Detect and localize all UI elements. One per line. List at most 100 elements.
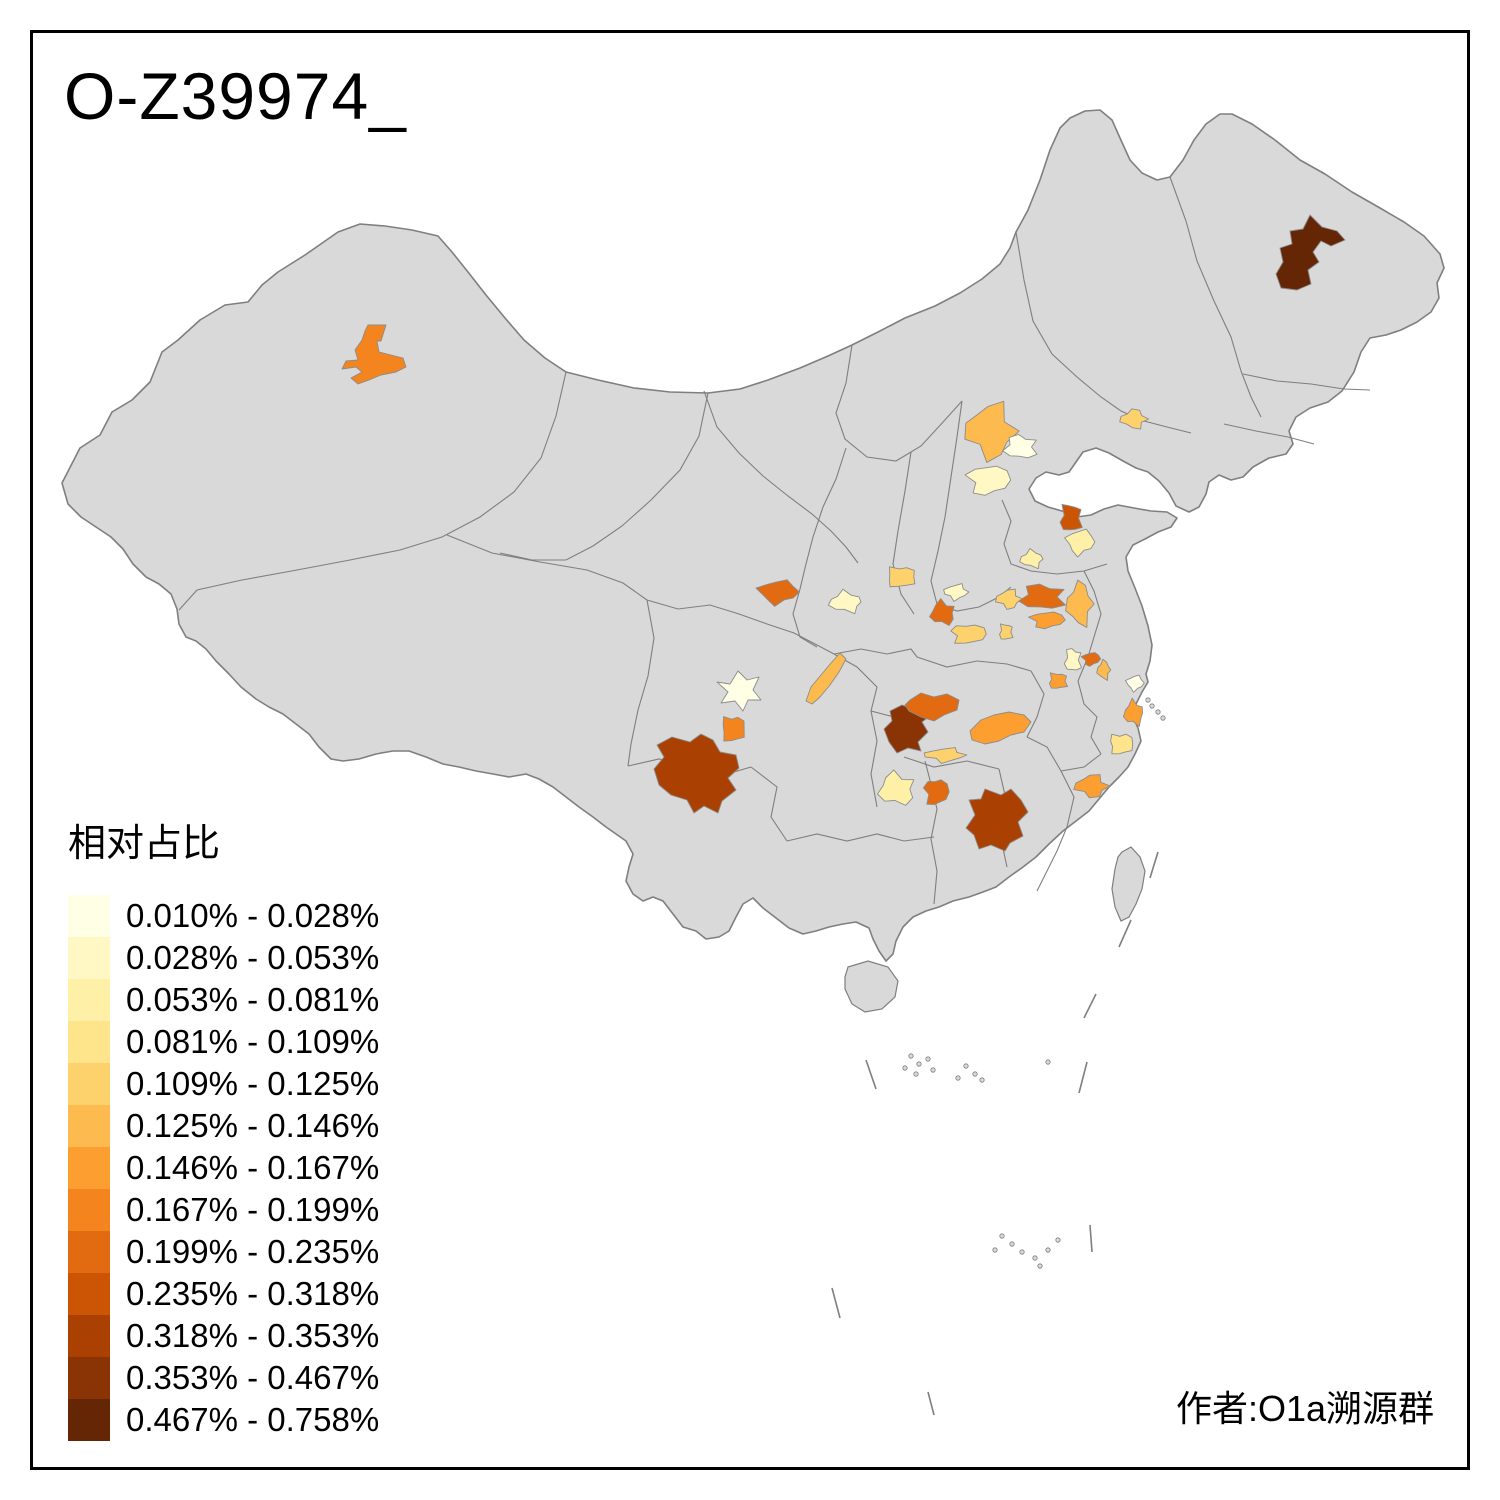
legend-swatch bbox=[68, 1189, 110, 1231]
legend-row: 0.199% - 0.235% bbox=[68, 1231, 379, 1273]
small-island-dot bbox=[925, 1056, 931, 1062]
province-border bbox=[930, 400, 963, 605]
small-island-dot bbox=[1055, 1237, 1061, 1243]
map-region bbox=[1064, 528, 1096, 558]
legend-swatch bbox=[68, 1063, 110, 1105]
small-island-dot bbox=[1149, 703, 1155, 709]
map-region bbox=[1275, 214, 1346, 291]
province-border bbox=[1223, 423, 1315, 445]
province-border bbox=[916, 656, 1032, 672]
small-island-dot bbox=[913, 1071, 919, 1077]
province-border bbox=[750, 766, 788, 842]
small-island-dot bbox=[1160, 715, 1166, 721]
legend-swatch bbox=[68, 1357, 110, 1399]
map-region bbox=[1096, 658, 1112, 681]
small-island-dot bbox=[1045, 1059, 1051, 1065]
legend-row: 0.318% - 0.353% bbox=[68, 1315, 379, 1357]
small-island-dot bbox=[1145, 697, 1151, 703]
map-region bbox=[1002, 433, 1038, 459]
map-region bbox=[995, 588, 1024, 610]
sea-boundary-dash bbox=[831, 1287, 841, 1319]
legend-row: 0.235% - 0.318% bbox=[68, 1273, 379, 1315]
map-region bbox=[1065, 579, 1095, 628]
sea-boundary-dash bbox=[1078, 1061, 1088, 1094]
province-border bbox=[1077, 656, 1102, 755]
legend-label: 0.125% - 0.146% bbox=[126, 1107, 380, 1144]
legend-swatch bbox=[68, 1231, 110, 1273]
map-region bbox=[1110, 733, 1134, 755]
legend-row: 0.353% - 0.467% bbox=[68, 1357, 379, 1399]
province-border bbox=[1036, 850, 1058, 892]
legend-row: 0.467% - 0.758% bbox=[68, 1399, 379, 1441]
map-region bbox=[943, 583, 970, 602]
legend-label: 0.467% - 0.758% bbox=[126, 1401, 380, 1438]
legend-row: 0.028% - 0.053% bbox=[68, 937, 379, 979]
map-region bbox=[755, 579, 800, 607]
province-border bbox=[499, 392, 709, 561]
province-border bbox=[1026, 736, 1062, 772]
legend-label: 0.146% - 0.167% bbox=[126, 1149, 380, 1186]
legend-swatch bbox=[68, 1147, 110, 1189]
map-region bbox=[923, 747, 968, 764]
map-region bbox=[922, 779, 950, 805]
map-region bbox=[1019, 548, 1044, 570]
small-island-dot bbox=[972, 1071, 978, 1077]
map-region bbox=[929, 598, 955, 626]
sea-boundary-dash bbox=[1118, 919, 1132, 948]
legend-label: 0.053% - 0.081% bbox=[126, 981, 380, 1018]
legend-swatch bbox=[68, 1273, 110, 1315]
province-border bbox=[892, 451, 915, 615]
legend-row: 0.125% - 0.146% bbox=[68, 1105, 379, 1147]
legend-label: 0.235% - 0.318% bbox=[126, 1275, 380, 1312]
legend-swatch bbox=[68, 1021, 110, 1063]
province-border bbox=[1015, 231, 1192, 434]
legend: 相对占比 0.010% - 0.028% 0.028% - 0.053% 0.053… bbox=[68, 812, 379, 1441]
small-island-dot bbox=[1009, 1241, 1015, 1247]
map-region bbox=[969, 711, 1032, 745]
map-region bbox=[1125, 674, 1145, 693]
page-title: O-Z39974_ bbox=[64, 59, 407, 133]
map-region bbox=[876, 769, 915, 806]
province-border bbox=[646, 599, 835, 655]
legend-row: 0.109% - 0.125% bbox=[68, 1063, 379, 1105]
small-island-dot bbox=[963, 1063, 969, 1069]
legend-row: 0.053% - 0.081% bbox=[68, 979, 379, 1021]
legend-swatch bbox=[68, 979, 110, 1021]
legend-row: 0.081% - 0.109% bbox=[68, 1021, 379, 1063]
sea-boundary-dash bbox=[927, 1391, 935, 1416]
legend-swatch bbox=[68, 1315, 110, 1357]
province-border bbox=[833, 648, 918, 658]
legend-swatch bbox=[68, 937, 110, 979]
province-border bbox=[924, 760, 938, 905]
small-island-dot bbox=[902, 1065, 908, 1071]
province-border bbox=[870, 710, 878, 808]
province-border bbox=[178, 371, 567, 611]
map-region bbox=[965, 788, 1029, 852]
province-border bbox=[627, 599, 655, 767]
small-island-dot bbox=[930, 1067, 936, 1073]
legend-label: 0.010% - 0.028% bbox=[126, 897, 380, 934]
map-region bbox=[1027, 611, 1066, 630]
small-island-dot bbox=[979, 1077, 985, 1083]
island bbox=[844, 960, 899, 1013]
small-island-dot bbox=[1019, 1249, 1025, 1255]
legend-swatch bbox=[68, 1399, 110, 1441]
legend-rows: 0.010% - 0.028% 0.028% - 0.053% 0.053% - 0… bbox=[68, 895, 379, 1441]
small-island-dot bbox=[908, 1053, 914, 1059]
province-border bbox=[786, 833, 935, 842]
map-region bbox=[1049, 672, 1069, 689]
map-region bbox=[1073, 774, 1111, 799]
province-border bbox=[1056, 770, 1075, 852]
legend-row: 0.010% - 0.028% bbox=[68, 895, 379, 937]
small-island-dot bbox=[1155, 709, 1161, 715]
legend-label: 0.353% - 0.467% bbox=[126, 1359, 380, 1396]
legend-swatch bbox=[68, 895, 110, 937]
map-region bbox=[341, 324, 407, 385]
province-border bbox=[703, 390, 859, 564]
legend-title: 相对占比 bbox=[68, 823, 221, 865]
china-mainland bbox=[61, 109, 1445, 962]
map-region bbox=[999, 623, 1014, 640]
legend-row: 0.167% - 0.199% bbox=[68, 1189, 379, 1231]
map-region bbox=[1080, 652, 1102, 667]
